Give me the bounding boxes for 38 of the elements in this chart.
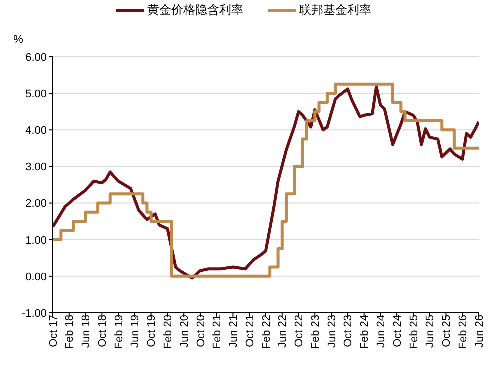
x-tick-label: Feb 21 — [212, 315, 224, 350]
x-tick-label: Feb 20 — [162, 315, 174, 350]
x-tick-label: Oct 22 — [294, 315, 306, 348]
x-tick-label: Oct 20 — [195, 315, 208, 348]
x-tick-label: Feb 26 — [457, 315, 470, 350]
y-axis-title: % — [14, 34, 24, 46]
x-tick-label: Oct 19 — [146, 315, 158, 348]
y-tick-label: 4.00 — [26, 125, 47, 138]
x-tick-label: Oct 25 — [441, 315, 454, 348]
x-tick-label: Oct 18 — [96, 315, 109, 348]
legend-label: 黄金价格隐含利率 — [148, 2, 244, 19]
x-tick-label: Oct 23 — [342, 315, 355, 348]
x-tick-label: Jun 22 — [277, 315, 290, 348]
x-tick-label: Feb 24 — [359, 315, 372, 350]
y-tick-label: 6.00 — [26, 52, 47, 64]
y-tick-label: 1.00 — [26, 234, 47, 247]
y-tick-label: 3.00 — [26, 162, 47, 174]
x-tick-label: Feb 25 — [408, 315, 420, 350]
y-tick-label: 0.00 — [26, 271, 47, 284]
x-tick-label: Feb 18 — [64, 315, 76, 350]
x-tick-label: Jun 20 — [178, 315, 191, 348]
legend-label: 联邦基金利率 — [300, 2, 372, 19]
x-tick-label: Jun 24 — [376, 315, 388, 348]
y-tick-label: -1.00 — [22, 308, 47, 320]
x-tick-label: Feb 23 — [310, 315, 322, 350]
x-tick-label: Jun 21 — [228, 315, 240, 348]
x-tick-label: Oct 21 — [244, 315, 256, 348]
x-tick-label: Oct 24 — [392, 315, 404, 348]
x-tick-label: Jun 26 — [474, 315, 486, 348]
x-tick-label: Feb 22 — [260, 315, 273, 350]
x-tick-label: Jun 19 — [130, 315, 142, 348]
x-tick-label: Feb 19 — [113, 315, 126, 350]
y-tick-label: 2.00 — [26, 198, 47, 210]
y-tick-label: 5.00 — [26, 88, 47, 100]
x-tick-label: Jun 25 — [424, 315, 437, 348]
x-tick-label: Jun 18 — [80, 315, 93, 348]
x-tick-label: Jun 23 — [326, 315, 338, 348]
x-tick-label: Oct 17 — [48, 315, 60, 348]
